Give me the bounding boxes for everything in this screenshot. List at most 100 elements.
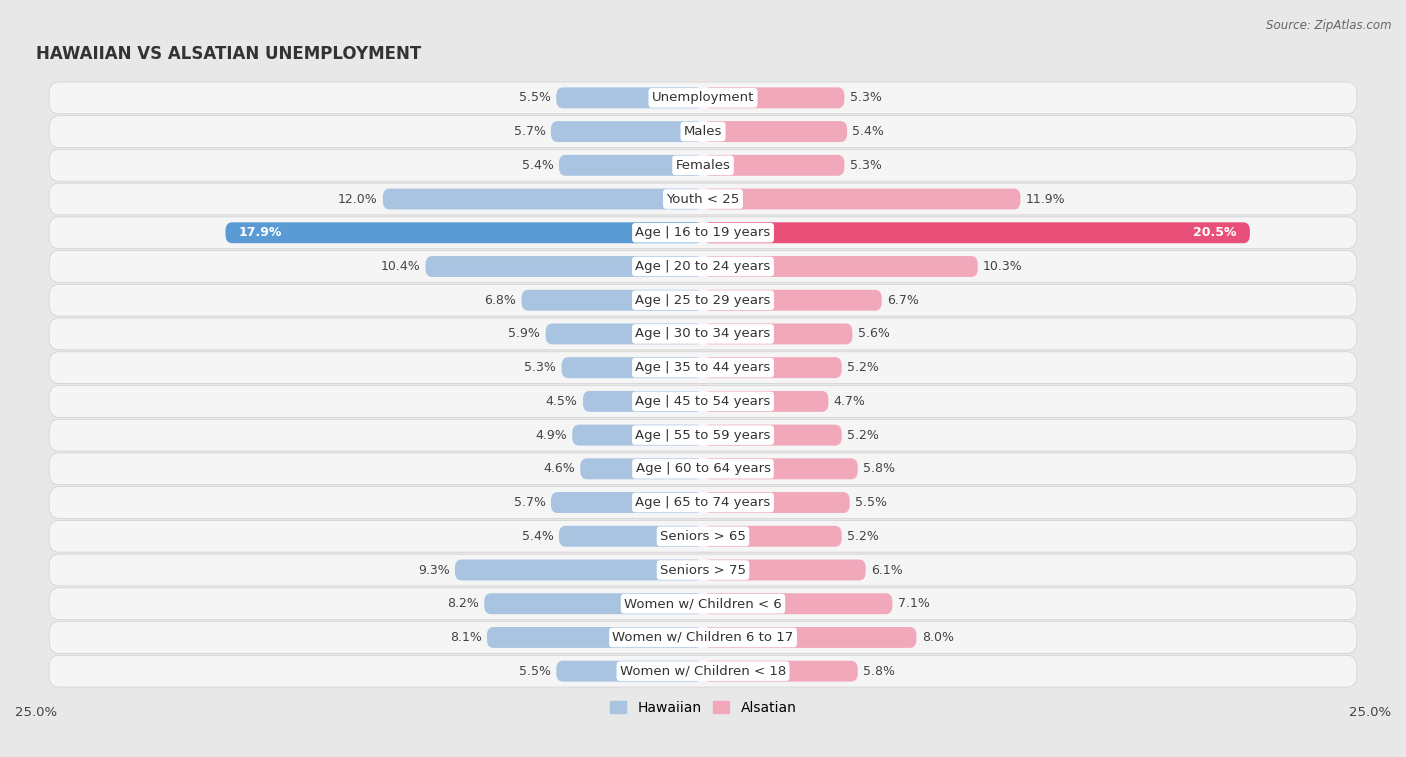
FancyBboxPatch shape <box>703 87 845 108</box>
Text: 4.6%: 4.6% <box>543 463 575 475</box>
Text: 5.7%: 5.7% <box>513 496 546 509</box>
FancyBboxPatch shape <box>522 290 703 310</box>
FancyBboxPatch shape <box>703 391 828 412</box>
Text: 20.5%: 20.5% <box>1194 226 1236 239</box>
Text: 5.3%: 5.3% <box>849 159 882 172</box>
FancyBboxPatch shape <box>49 217 1357 248</box>
Text: 5.6%: 5.6% <box>858 328 890 341</box>
Text: 5.3%: 5.3% <box>524 361 557 374</box>
Text: Age | 45 to 54 years: Age | 45 to 54 years <box>636 395 770 408</box>
FancyBboxPatch shape <box>426 256 703 277</box>
Text: Seniors > 75: Seniors > 75 <box>659 563 747 577</box>
Text: Age | 60 to 64 years: Age | 60 to 64 years <box>636 463 770 475</box>
FancyBboxPatch shape <box>703 223 1250 243</box>
FancyBboxPatch shape <box>560 526 703 547</box>
Text: 6.1%: 6.1% <box>872 563 903 577</box>
Text: 6.8%: 6.8% <box>485 294 516 307</box>
FancyBboxPatch shape <box>581 459 703 479</box>
FancyBboxPatch shape <box>49 149 1357 181</box>
FancyBboxPatch shape <box>551 121 703 142</box>
FancyBboxPatch shape <box>486 627 703 648</box>
FancyBboxPatch shape <box>557 87 703 108</box>
Text: 8.1%: 8.1% <box>450 631 482 644</box>
FancyBboxPatch shape <box>703 188 1021 210</box>
FancyBboxPatch shape <box>703 323 852 344</box>
FancyBboxPatch shape <box>49 251 1357 282</box>
Text: 5.4%: 5.4% <box>522 530 554 543</box>
FancyBboxPatch shape <box>703 459 858 479</box>
Text: Women w/ Children < 18: Women w/ Children < 18 <box>620 665 786 678</box>
FancyBboxPatch shape <box>484 593 703 614</box>
FancyBboxPatch shape <box>703 661 858 681</box>
Text: 5.4%: 5.4% <box>852 125 884 138</box>
Text: 5.2%: 5.2% <box>846 530 879 543</box>
Text: Age | 65 to 74 years: Age | 65 to 74 years <box>636 496 770 509</box>
Text: Age | 55 to 59 years: Age | 55 to 59 years <box>636 428 770 441</box>
FancyBboxPatch shape <box>703 526 842 547</box>
Text: 6.7%: 6.7% <box>887 294 920 307</box>
Text: 8.0%: 8.0% <box>922 631 953 644</box>
Text: 4.9%: 4.9% <box>536 428 567 441</box>
FancyBboxPatch shape <box>49 487 1357 519</box>
Text: HAWAIIAN VS ALSATIAN UNEMPLOYMENT: HAWAIIAN VS ALSATIAN UNEMPLOYMENT <box>37 45 422 64</box>
Text: Males: Males <box>683 125 723 138</box>
Text: 17.9%: 17.9% <box>239 226 283 239</box>
FancyBboxPatch shape <box>557 661 703 681</box>
FancyBboxPatch shape <box>49 453 1357 484</box>
FancyBboxPatch shape <box>49 621 1357 653</box>
Text: Females: Females <box>675 159 731 172</box>
FancyBboxPatch shape <box>551 492 703 513</box>
Text: 5.5%: 5.5% <box>519 665 551 678</box>
Text: Source: ZipAtlas.com: Source: ZipAtlas.com <box>1267 19 1392 32</box>
Text: Youth < 25: Youth < 25 <box>666 192 740 206</box>
Text: 8.2%: 8.2% <box>447 597 479 610</box>
Text: 5.7%: 5.7% <box>513 125 546 138</box>
FancyBboxPatch shape <box>561 357 703 378</box>
Text: 5.2%: 5.2% <box>846 361 879 374</box>
FancyBboxPatch shape <box>703 492 849 513</box>
Text: 5.8%: 5.8% <box>863 665 896 678</box>
FancyBboxPatch shape <box>703 593 893 614</box>
FancyBboxPatch shape <box>382 188 703 210</box>
FancyBboxPatch shape <box>49 285 1357 316</box>
FancyBboxPatch shape <box>703 357 842 378</box>
FancyBboxPatch shape <box>49 656 1357 687</box>
FancyBboxPatch shape <box>49 318 1357 350</box>
Text: Age | 35 to 44 years: Age | 35 to 44 years <box>636 361 770 374</box>
Text: 5.9%: 5.9% <box>509 328 540 341</box>
Text: Age | 25 to 29 years: Age | 25 to 29 years <box>636 294 770 307</box>
Text: 4.7%: 4.7% <box>834 395 866 408</box>
Text: 12.0%: 12.0% <box>337 192 378 206</box>
Text: 10.4%: 10.4% <box>381 260 420 273</box>
FancyBboxPatch shape <box>560 155 703 176</box>
Legend: Hawaiian, Alsatian: Hawaiian, Alsatian <box>605 695 801 720</box>
FancyBboxPatch shape <box>703 121 846 142</box>
FancyBboxPatch shape <box>49 588 1357 619</box>
Text: 10.3%: 10.3% <box>983 260 1022 273</box>
FancyBboxPatch shape <box>49 183 1357 215</box>
Text: 5.5%: 5.5% <box>855 496 887 509</box>
Text: 11.9%: 11.9% <box>1026 192 1066 206</box>
Text: 5.4%: 5.4% <box>522 159 554 172</box>
FancyBboxPatch shape <box>703 627 917 648</box>
FancyBboxPatch shape <box>49 554 1357 586</box>
Text: 5.3%: 5.3% <box>849 92 882 104</box>
Text: Unemployment: Unemployment <box>652 92 754 104</box>
Text: 5.2%: 5.2% <box>846 428 879 441</box>
Text: 7.1%: 7.1% <box>898 597 929 610</box>
FancyBboxPatch shape <box>49 116 1357 148</box>
Text: Seniors > 65: Seniors > 65 <box>659 530 747 543</box>
FancyBboxPatch shape <box>703 155 845 176</box>
FancyBboxPatch shape <box>49 385 1357 417</box>
Text: Women w/ Children 6 to 17: Women w/ Children 6 to 17 <box>613 631 793 644</box>
FancyBboxPatch shape <box>546 323 703 344</box>
FancyBboxPatch shape <box>572 425 703 446</box>
Text: Women w/ Children < 6: Women w/ Children < 6 <box>624 597 782 610</box>
FancyBboxPatch shape <box>49 419 1357 451</box>
FancyBboxPatch shape <box>703 425 842 446</box>
FancyBboxPatch shape <box>225 223 703 243</box>
FancyBboxPatch shape <box>583 391 703 412</box>
FancyBboxPatch shape <box>456 559 703 581</box>
FancyBboxPatch shape <box>49 82 1357 114</box>
FancyBboxPatch shape <box>703 290 882 310</box>
